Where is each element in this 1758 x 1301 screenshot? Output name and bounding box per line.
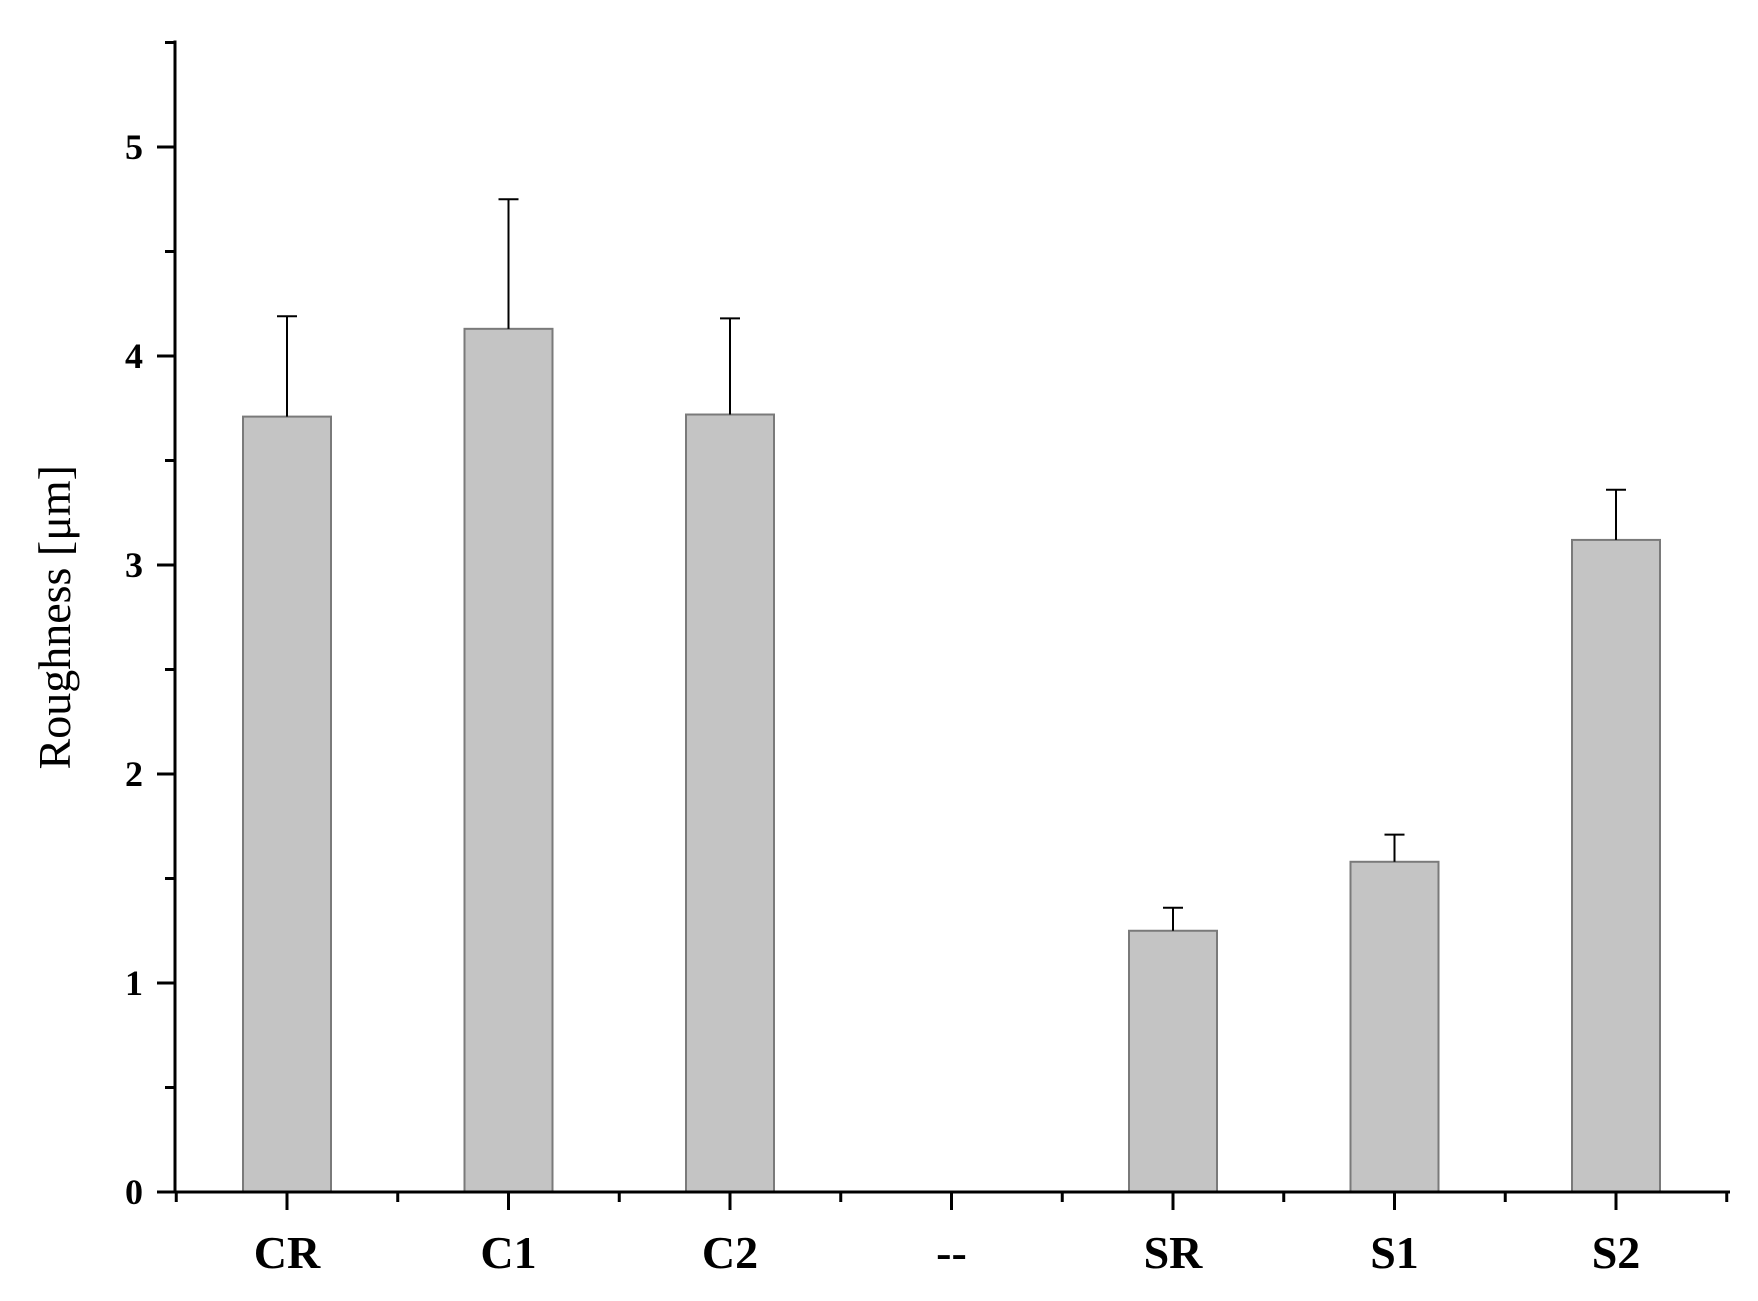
bar-sr (1128, 929, 1218, 1193)
y-tick-label: 4 (125, 336, 143, 376)
bars-layer (242, 327, 1661, 1194)
error-bar-sr (1163, 906, 1183, 931)
error-bars-layer (277, 198, 1626, 931)
x-tick-label-s2: S2 (1592, 1227, 1641, 1278)
error-bar-c2 (720, 317, 740, 415)
x-ticks-layer: CR C1 C2 -- SR S1 S2 (174, 1192, 1729, 1278)
bar-cr (242, 415, 332, 1193)
bar-s2 (1571, 538, 1661, 1193)
error-bar-c1 (498, 198, 519, 329)
error-bar-cr (277, 315, 297, 417)
bar-c1 (463, 327, 554, 1193)
bar-c2 (685, 413, 775, 1193)
error-bar-s2 (1606, 488, 1626, 540)
y-axis-title: Roughness [μm] (29, 465, 80, 769)
x-tick-label-s1: S1 (1370, 1227, 1419, 1278)
y-tick-label: 3 (125, 545, 143, 585)
y-tick-label: 1 (125, 963, 143, 1003)
y-tick-label: 5 (125, 127, 143, 167)
x-tick-label-gap: -- (936, 1227, 967, 1278)
y-ticks-layer: 0 1 2 3 4 5 (125, 41, 175, 1212)
bar-s1 (1349, 860, 1440, 1194)
y-tick-label: 2 (125, 754, 143, 794)
error-bar-s1 (1384, 833, 1405, 862)
x-tick-label-c2: C2 (702, 1227, 758, 1278)
y-tick-label: 0 (125, 1172, 143, 1212)
x-tick-label-sr: SR (1144, 1227, 1204, 1278)
x-tick-label-cr: CR (254, 1227, 321, 1278)
x-tick-label-c1: C1 (480, 1227, 536, 1278)
axes-layer (173, 40, 1730, 1194)
